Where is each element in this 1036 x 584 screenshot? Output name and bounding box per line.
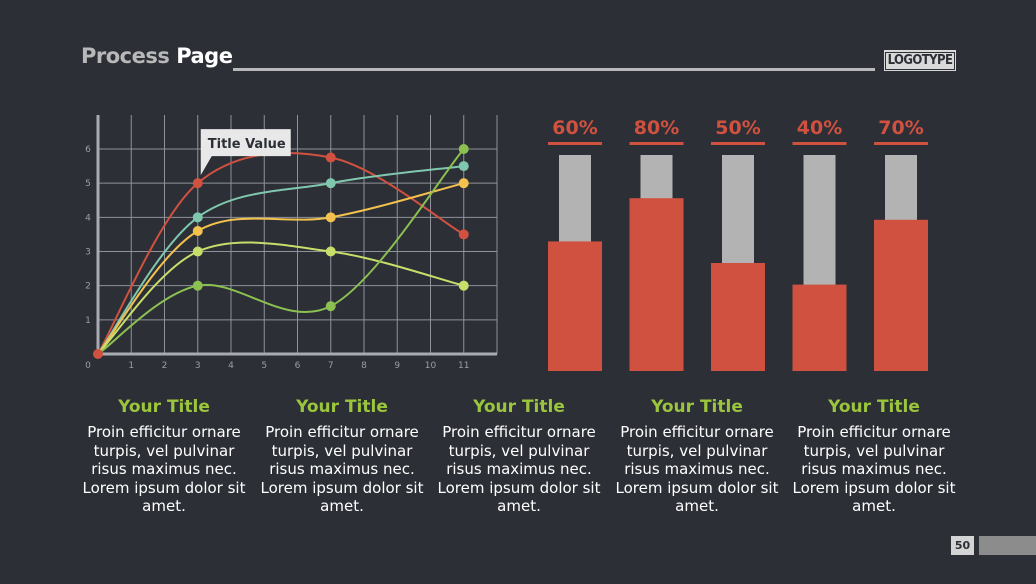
column-title: Your Title bbox=[828, 397, 920, 417]
data-point bbox=[325, 212, 336, 223]
bar-label-underline bbox=[629, 142, 684, 145]
text-column-4: Your Title Proin efficitur ornare turpis… bbox=[607, 397, 787, 516]
series-line-5 bbox=[97, 148, 465, 355]
title-underline bbox=[233, 68, 875, 71]
x-tick-label: 10 bbox=[425, 361, 437, 371]
data-point bbox=[458, 178, 469, 189]
data-point bbox=[192, 212, 203, 223]
series-line-2 bbox=[97, 165, 464, 355]
column-text: Proin efficitur ornare turpis, vel pulvi… bbox=[437, 423, 601, 515]
y-tick-label: 6 bbox=[85, 145, 91, 155]
bar bbox=[629, 198, 684, 371]
bar bbox=[792, 284, 847, 371]
column-text: Proin efficitur ornare turpis, vel pulvi… bbox=[260, 423, 424, 515]
data-point bbox=[458, 229, 469, 240]
y-tick-label: 4 bbox=[85, 213, 91, 223]
column-text: Proin efficitur ornare turpis, vel pulvi… bbox=[82, 423, 246, 515]
series-line-1 bbox=[97, 152, 465, 355]
text-column-2: Your Title Proin efficitur ornare turpis… bbox=[252, 397, 432, 516]
data-point bbox=[458, 144, 469, 154]
x-tick-label: 6 bbox=[295, 361, 301, 371]
x-tick-label: 4 bbox=[228, 361, 234, 371]
bar-value-label: 60% bbox=[552, 117, 597, 139]
data-point bbox=[192, 226, 203, 236]
title-part-1: Process bbox=[81, 44, 177, 68]
origin-point bbox=[93, 349, 103, 359]
bar-value-label: 40% bbox=[797, 117, 842, 139]
x-tick-label: 0 bbox=[85, 361, 91, 371]
bar bbox=[711, 263, 765, 371]
x-tick-label: 2 bbox=[162, 361, 168, 371]
column-title: Your Title bbox=[651, 397, 743, 417]
title-part-2: Page bbox=[176, 44, 233, 68]
x-tick-label: 5 bbox=[261, 361, 267, 371]
column-title: Your Title bbox=[118, 397, 210, 417]
x-tick-label: 9 bbox=[394, 361, 400, 371]
annotation-callout bbox=[200, 129, 291, 176]
bar-value-label: 70% bbox=[878, 117, 923, 139]
y-tick-label: 2 bbox=[85, 282, 91, 292]
data-point bbox=[325, 152, 336, 163]
bar-label-underline bbox=[874, 142, 928, 145]
data-point bbox=[458, 161, 469, 172]
x-tick-label: 11 bbox=[458, 361, 469, 371]
data-point bbox=[458, 280, 469, 291]
y-tick-label: 5 bbox=[85, 179, 91, 189]
y-tick-label: 1 bbox=[85, 316, 91, 326]
logo: LOGOTYPE bbox=[884, 50, 956, 71]
data-point bbox=[192, 246, 203, 257]
bar-label-underline bbox=[792, 142, 847, 145]
x-tick-label: 3 bbox=[195, 361, 201, 371]
text-column-3: Your Title Proin efficitur ornare turpis… bbox=[429, 397, 609, 516]
bar bbox=[874, 219, 928, 371]
text-column-5: Your Title Proin efficitur ornare turpis… bbox=[784, 397, 964, 516]
x-tick-label: 1 bbox=[128, 361, 134, 371]
column-title: Your Title bbox=[473, 397, 565, 417]
bar-chart: 60% 80% 50% 40% 70% bbox=[548, 117, 928, 371]
data-point bbox=[325, 178, 336, 189]
x-tick-label: 7 bbox=[328, 361, 334, 371]
series-line-3 bbox=[97, 182, 464, 355]
bar bbox=[548, 241, 602, 371]
column-text: Proin efficitur ornare turpis, vel pulvi… bbox=[792, 423, 956, 515]
logo-text: LOGOTYPE bbox=[884, 51, 956, 70]
bar-label-underline bbox=[711, 142, 765, 145]
bar-value-label: 80% bbox=[634, 117, 679, 139]
series-line-4 bbox=[97, 241, 464, 355]
data-point bbox=[325, 301, 336, 312]
page-number: 50 bbox=[951, 536, 974, 555]
data-point bbox=[192, 178, 203, 189]
bar-value-label: 50% bbox=[715, 117, 760, 139]
x-tick-label: 8 bbox=[361, 361, 367, 371]
bar-label-underline bbox=[548, 142, 602, 145]
column-text: Proin efficitur ornare turpis, vel pulvi… bbox=[615, 423, 779, 515]
y-tick-label: 3 bbox=[85, 248, 91, 258]
annotation-label: Title Value bbox=[208, 137, 286, 152]
column-title: Your Title bbox=[296, 397, 388, 417]
text-column-1: Your Title Proin efficitur ornare turpis… bbox=[74, 397, 254, 516]
page-footer-bar bbox=[979, 536, 1036, 555]
page-title: Process Page bbox=[81, 44, 233, 68]
data-point bbox=[192, 280, 203, 291]
data-point bbox=[325, 246, 336, 257]
